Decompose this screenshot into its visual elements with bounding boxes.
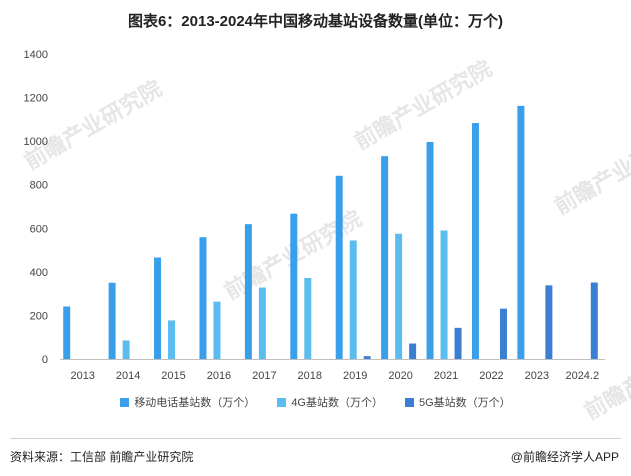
bar-5g-2020: [409, 343, 417, 359]
bar-mobile-2016: [199, 237, 207, 359]
bar-4g-2017: [258, 287, 266, 359]
legend-item-mobile: 移动电话基站数（万个）: [120, 394, 255, 410]
legend-label-mobile: 移动电话基站数（万个）: [134, 397, 256, 409]
x-tick-label: 2014: [116, 370, 140, 382]
brand-label: @前瞻经济学人APP: [510, 450, 619, 464]
legend-swatch-5g: [405, 397, 414, 407]
bar-mobile-2023: [517, 105, 525, 359]
bar-4g-2014: [122, 340, 130, 359]
legend-swatch-4g: [277, 397, 287, 407]
bar-5g-2023: [545, 285, 553, 359]
x-tick-label: 2018: [298, 370, 322, 382]
x-tick-label: 2015: [161, 370, 185, 382]
legend-label-5g: 5G基站数（万个）: [419, 397, 511, 409]
bar-4g-2015: [168, 320, 176, 359]
bars-layer: [63, 105, 598, 359]
y-tick-label: 200: [30, 310, 48, 322]
bar-5g-2019: [363, 356, 371, 359]
bar-mobile-2020: [381, 156, 389, 359]
x-tick-label: 2020: [388, 370, 412, 382]
bar-4g-2019: [349, 240, 357, 359]
y-tick-label: 1000: [24, 136, 48, 148]
footer-divider: [10, 438, 621, 439]
bar-mobile-2017: [244, 224, 252, 359]
watermark-text: 前瞻产业研究院: [550, 121, 631, 221]
bar-mobile-2019: [335, 175, 343, 359]
y-tick-label: 600: [30, 223, 48, 235]
y-tick-label: 800: [30, 180, 48, 192]
watermark-text: 前瞻产业研究院: [20, 76, 166, 176]
bar-mobile-2018: [290, 213, 298, 359]
bar-4g-2016: [213, 301, 221, 359]
bar-mobile-2021: [426, 142, 434, 359]
x-tick-label: 2024.2: [565, 370, 599, 382]
x-tick-label: 2013: [70, 370, 94, 382]
bar-5g-2021: [454, 327, 462, 359]
legend-label-4g: 4G基站数（万个）: [291, 397, 383, 409]
x-axis: 2013 2014 2015 2016 2017 2018 2019 2020 2021 2022…: [70, 370, 599, 382]
source-note: 资料来源：工信部 前瞻产业研究院: [10, 450, 194, 464]
legend-item-4g: 4G基站数（万个）: [277, 394, 383, 410]
x-tick-label: 2017: [252, 370, 276, 382]
bar-mobile-2013: [63, 306, 71, 359]
x-tick-label: 2019: [343, 370, 367, 382]
y-tick-label: 0: [42, 354, 48, 366]
y-tick-label: 1400: [24, 49, 48, 61]
bar-4g-2020: [395, 233, 403, 359]
bar-5g-2022: [499, 308, 507, 359]
x-tick-label: 2021: [434, 370, 458, 382]
x-tick-label: 2023: [525, 370, 549, 382]
bar-mobile-2015: [154, 257, 162, 359]
bar-4g-2021: [440, 230, 448, 359]
y-tick-label: 1200: [24, 93, 48, 105]
legend-item-5g: 5G基站数（万个）: [405, 394, 511, 410]
chart-title: 图表6：2013-2024年中国移动基站设备数量(单位：万个): [127, 13, 504, 30]
y-axis: 0 200 400 600 800 1000 1200 1400: [24, 49, 48, 366]
x-tick-label: 2016: [207, 370, 231, 382]
bar-mobile-2014: [108, 282, 116, 359]
legend-swatch-mobile: [120, 397, 130, 407]
bar-5g-2024.2: [590, 282, 598, 359]
legend: 移动电话基站数（万个） 4G基站数（万个） 5G基站数（万个）: [0, 394, 631, 410]
bar-mobile-2022: [471, 123, 479, 359]
y-tick-label: 400: [30, 267, 48, 279]
bar-4g-2018: [304, 277, 312, 359]
x-tick-label: 2022: [479, 370, 503, 382]
